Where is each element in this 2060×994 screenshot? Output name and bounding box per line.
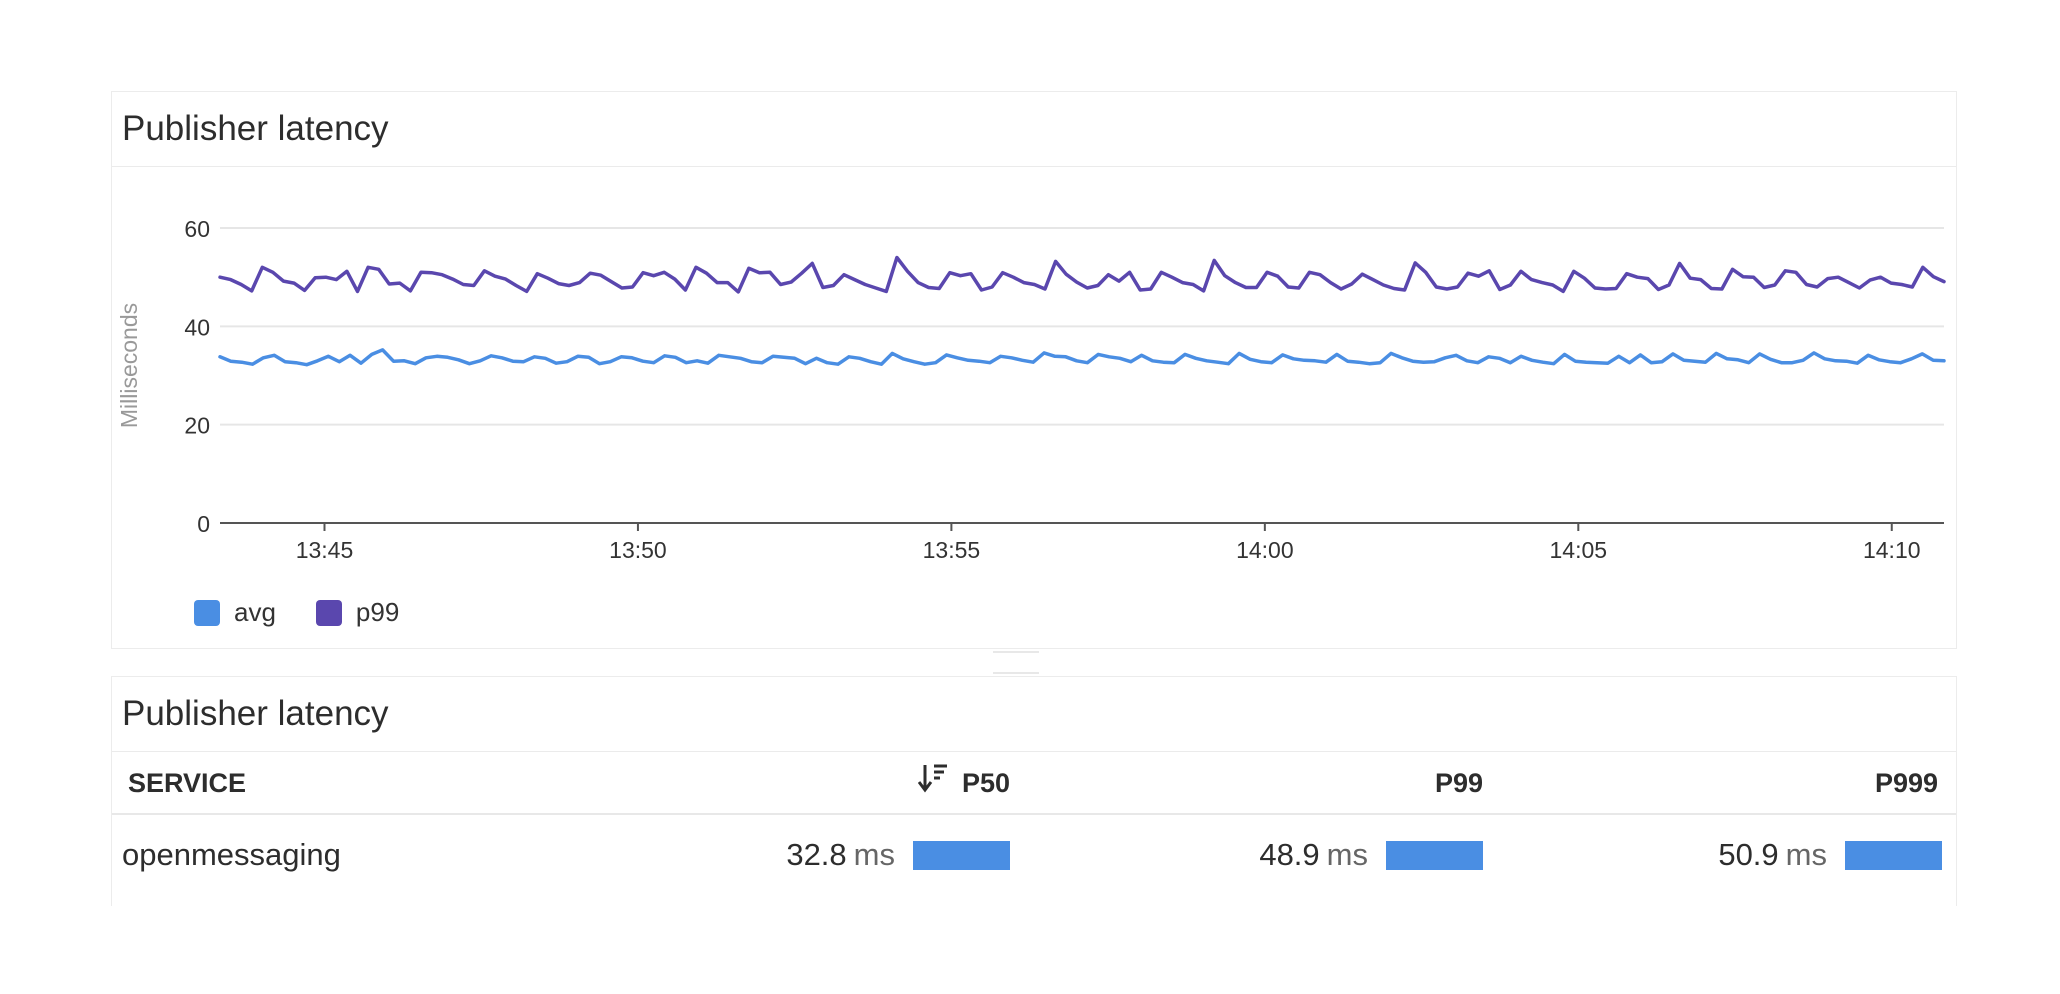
table-header: SERVICE P50 P99 P999 xyxy=(112,751,1956,815)
x-tick-label: 14:00 xyxy=(1236,537,1294,563)
resize-handle-lower[interactable] xyxy=(993,672,1039,674)
panel-title: Publisher latency xyxy=(122,109,389,148)
p99-unit: ms xyxy=(1326,837,1368,872)
table-row[interactable]: openmessaging 32.8 ms 48.9 ms 50.9 ms xyxy=(112,815,1956,895)
p999-value: 50.9 xyxy=(1718,837,1779,872)
legend-item-p99[interactable]: p99 xyxy=(315,597,400,628)
chart-legend: avg p99 xyxy=(194,597,439,628)
p50-cell: 32.8 ms xyxy=(786,815,1010,895)
legend-swatch xyxy=(194,599,220,626)
p999-unit: ms xyxy=(1785,837,1827,872)
y-tick-label: 0 xyxy=(197,511,210,537)
p99-cell: 48.9 ms xyxy=(1259,815,1483,895)
x-tick-label: 14:05 xyxy=(1550,537,1608,563)
y-axis-label: Milliseconds xyxy=(116,303,142,428)
y-tick-label: 40 xyxy=(184,314,210,340)
legend-swatch xyxy=(315,599,342,626)
panel-title: Publisher latency xyxy=(122,694,389,733)
resize-handle[interactable] xyxy=(993,651,1039,653)
x-tick-label: 13:55 xyxy=(923,537,981,563)
series-line-p99 xyxy=(218,255,1946,294)
column-header-p50[interactable]: P50 xyxy=(917,752,1010,816)
legend-label: avg xyxy=(234,597,276,627)
x-tick-label: 13:50 xyxy=(609,537,667,563)
column-header-p50-label: P50 xyxy=(961,768,1010,798)
x-tick-label: 14:10 xyxy=(1863,537,1921,563)
sort-descending-icon[interactable] xyxy=(917,754,948,816)
title-divider xyxy=(112,166,1956,167)
column-header-p999[interactable]: P999 xyxy=(1874,768,1938,798)
p50-bar xyxy=(913,840,1010,870)
p50-unit: ms xyxy=(853,837,895,872)
p99-value: 48.9 xyxy=(1259,837,1320,872)
x-tick-label: 13:45 xyxy=(296,537,354,563)
line-chart[interactable]: 0 20 40 60 13:45 13:50 13:55 14:00 14:05 14:10 Mil… xyxy=(112,92,1958,592)
legend-item-avg[interactable]: avg xyxy=(194,597,276,628)
column-header-service[interactable]: SERVICE xyxy=(128,768,247,798)
y-tick-label: 60 xyxy=(184,216,210,242)
table-panel: Publisher latency SERVICE P50 P99 P999 o… xyxy=(111,676,1957,906)
p50-value: 32.8 xyxy=(786,837,847,872)
p999-bar xyxy=(1845,840,1942,870)
p999-cell: 50.9 ms xyxy=(1718,815,1942,895)
column-header-p99[interactable]: P99 xyxy=(1434,768,1483,798)
series-line-avg xyxy=(218,348,1946,367)
chart-panel: Publisher latency 0 20 40 60 13:45 13:50 13:55… xyxy=(111,91,1957,649)
p999-bar-fill xyxy=(1845,840,1942,870)
y-tick-label: 20 xyxy=(184,413,210,439)
p50-bar-fill xyxy=(913,840,1010,870)
p99-bar xyxy=(1386,840,1483,870)
legend-label: p99 xyxy=(355,597,400,627)
service-name[interactable]: openmessaging xyxy=(122,837,341,872)
p99-bar-fill xyxy=(1386,840,1483,870)
